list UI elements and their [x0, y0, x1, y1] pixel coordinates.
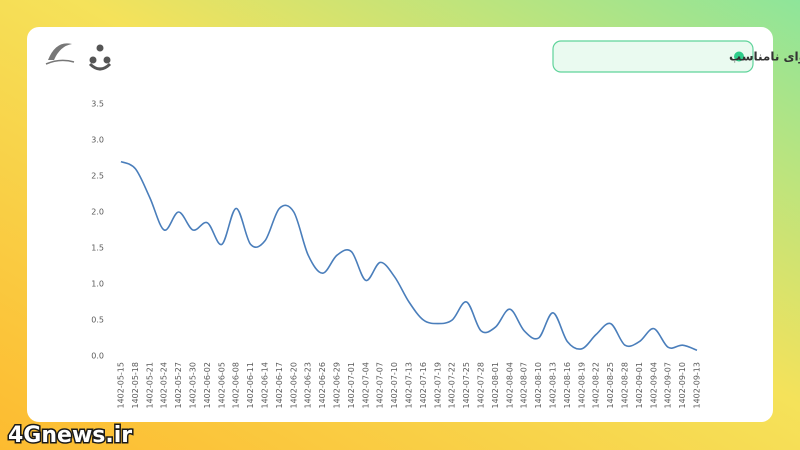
- x-tick-label: 1402-05-15: [117, 362, 126, 409]
- x-tick-label: 1402-05-27: [174, 362, 183, 409]
- x-tick-label: 1402-08-04: [505, 362, 514, 409]
- x-tick-label: 1402-09-07: [664, 362, 673, 409]
- y-tick-label: 3.0: [91, 136, 104, 145]
- x-tick-label: 1402-07-25: [462, 362, 471, 409]
- x-tick-label: 1402-08-16: [563, 362, 572, 409]
- title-dot: [734, 51, 744, 62]
- x-tick-label: 1402-08-13: [549, 362, 558, 409]
- title-pill: [552, 40, 754, 73]
- x-tick-label: 1402-08-10: [534, 362, 543, 409]
- x-tick-label: 1402-05-18: [131, 362, 140, 409]
- x-tick-label: 1402-07-16: [419, 362, 428, 409]
- line: [120, 160, 698, 351]
- x-tick-label: 1402-07-10: [390, 362, 399, 409]
- x-tick-label: 1402-08-07: [520, 362, 529, 409]
- x-tick-label: 1402-06-11: [246, 362, 255, 409]
- x-tick-label: 1402-08-01: [491, 362, 500, 409]
- x-tick-label: 1402-08-19: [577, 362, 586, 409]
- x-tick-label: 1402-06-17: [275, 362, 284, 409]
- watermark: 4Gnews.ir: [8, 423, 132, 448]
- y-tick-label: 2.0: [91, 208, 104, 217]
- x-tick-label: 1402-07-13: [405, 362, 414, 409]
- x-tick-label: 1402-07-01: [347, 362, 356, 409]
- x-tick-label: 1402-09-01: [635, 362, 644, 409]
- x-tick-label: 1402-05-30: [189, 362, 198, 409]
- x-tick-label: 1402-07-04: [361, 362, 370, 409]
- x-tick-label: 1402-08-28: [621, 362, 630, 409]
- x-tick-label: 1402-06-05: [217, 362, 226, 409]
- logo: [45, 43, 112, 71]
- x-tick-label: 1402-06-23: [304, 362, 313, 409]
- y-tick-label: 3.5: [91, 100, 104, 109]
- x-tick-label: 1402-06-14: [261, 362, 270, 409]
- y-tick-label: 0.5: [91, 316, 104, 325]
- x-tick-label: 1402-06-20: [289, 362, 298, 409]
- x-tick-label: 1402-07-22: [448, 362, 457, 409]
- x-tick-label: 1402-08-22: [592, 362, 601, 409]
- x-tick-label: 1402-08-25: [606, 362, 615, 409]
- x-tick-label: 1402-07-28: [477, 362, 486, 409]
- y-tick-label: 2.5: [91, 172, 104, 181]
- chart-title: نمودار کاهش محتوای نامناسب: [729, 50, 800, 65]
- x-tick-label: 1402-06-26: [318, 362, 327, 409]
- x-tick-label: 1402-06-02: [203, 362, 212, 409]
- x-tick-label: 1402-05-21: [145, 362, 154, 409]
- x-tick-label: 1402-07-07: [376, 362, 385, 409]
- x-tick-label: 1402-05-24: [160, 362, 169, 409]
- card: [27, 27, 773, 422]
- x-tick-label: 1402-07-19: [433, 362, 442, 409]
- x-tick-label: 1402-06-29: [333, 362, 342, 409]
- x-tick-label: 1402-09-10: [678, 362, 687, 409]
- x-tick-label: 1402-06-08: [232, 362, 241, 409]
- x-tick-label: 1402-09-04: [649, 362, 658, 409]
- x-tick-label: 1402-09-13: [693, 362, 702, 409]
- y-tick-label: 0.0: [91, 352, 104, 361]
- y-tick-label: 1.5: [91, 244, 104, 253]
- y-tick-label: 1.0: [91, 280, 104, 289]
